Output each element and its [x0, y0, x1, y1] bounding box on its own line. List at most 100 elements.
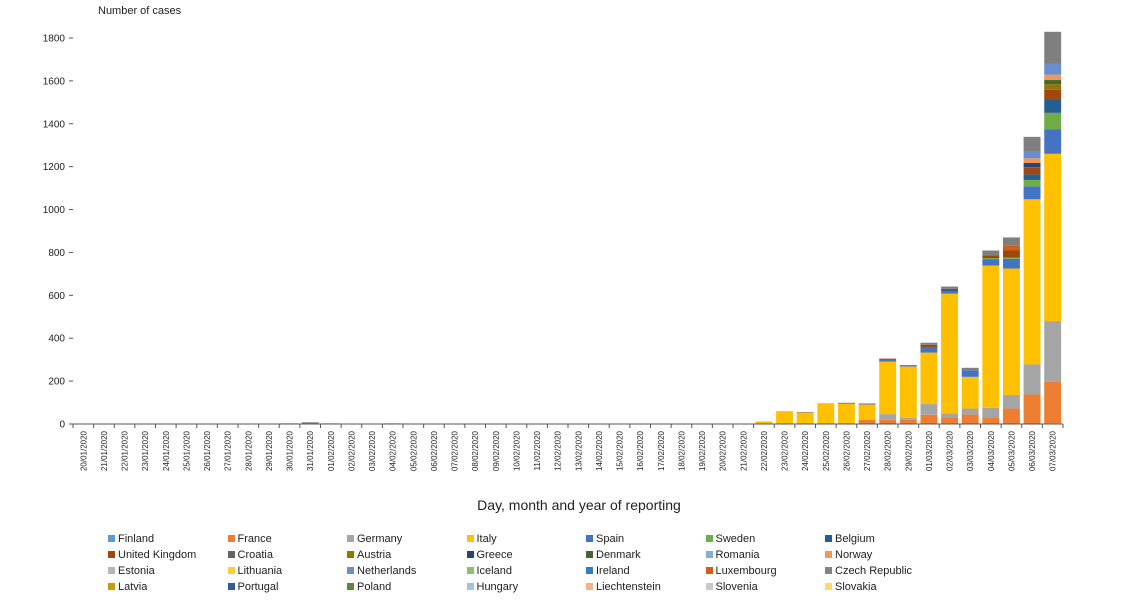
x-tick-label: 24/01/2020 [162, 430, 171, 471]
y-tick-label: 1000 [43, 205, 66, 216]
legend-label: Estonia [118, 564, 155, 577]
x-tick-label: 25/01/2020 [182, 430, 191, 471]
legend-item-denmark: Denmark [586, 547, 706, 562]
bar-segment-germany [941, 413, 959, 418]
legend-label: Germany [357, 532, 403, 545]
legend-swatch [586, 551, 593, 558]
legend-label: Luxembourg [715, 564, 777, 577]
bar-segment-united-kingdom [941, 288, 959, 290]
legend-swatch [825, 535, 832, 542]
stacked-bar-chart: Number of cases 0 200 400 600 800 1000 1200 140… [43, 5, 1064, 513]
x-tick-label: 03/02/2020 [368, 430, 377, 471]
bar-segment-united-kingdom [1023, 167, 1041, 175]
legend-swatch [347, 535, 354, 542]
bar-segment-germany [1002, 395, 1020, 409]
legend-item-poland: Poland [347, 579, 467, 594]
legend-swatch [347, 583, 354, 590]
bar-segment-norway [1044, 74, 1062, 81]
legend-item-finland: Finland [108, 531, 228, 546]
bar-segment-united-kingdom [1002, 250, 1020, 258]
bar-segment-italy [858, 404, 876, 420]
bar-segment-germany [920, 404, 938, 415]
bar-segment-germany [879, 414, 897, 420]
legend-swatch [705, 551, 713, 558]
bar-segment-france [920, 414, 938, 424]
bar-segment-germany [961, 408, 979, 415]
bar-segment-france [961, 414, 979, 424]
legend-item-croatia: Croatia [227, 547, 348, 562]
legend-label: Ireland [596, 564, 630, 577]
x-tick-label: 25/02/2020 [822, 430, 831, 471]
bar-segment-other [920, 342, 938, 345]
bar-segment-other [982, 250, 1000, 256]
bar-segment-italy [776, 411, 794, 424]
bar-segment-italy [1023, 199, 1041, 365]
legend-swatch [108, 567, 115, 574]
x-tick-label: 22/02/2020 [760, 430, 769, 471]
legend-label: Italy [476, 532, 497, 545]
legend-item-latvia: Latvia [108, 579, 228, 594]
legend-label: Iceland [476, 564, 512, 577]
x-tick-label: 10/02/2020 [512, 430, 521, 471]
bar-segment-france [941, 417, 959, 424]
bar-segment-italy [920, 352, 938, 405]
bar-segment-italy [1002, 268, 1020, 396]
bar-segment-other [301, 422, 319, 424]
bar-segment-other [837, 402, 855, 404]
bar-segment-netherlands [1044, 63, 1062, 75]
bar-segment-italy [982, 265, 1000, 408]
bar-segment-greece [1023, 163, 1041, 168]
x-tick-label: 17/02/2020 [657, 430, 666, 471]
x-tick-label: 13/02/2020 [574, 430, 583, 471]
y-tick-label: 400 [48, 334, 65, 345]
legend-item-greece: Greece [466, 547, 587, 562]
legend-label: Liechtenstein [596, 580, 661, 593]
legend-swatch [466, 567, 474, 574]
bar-segment-france [899, 419, 917, 424]
bar-segment-italy [837, 403, 855, 424]
bar-segment-united-kingdom [879, 358, 897, 360]
bar-segment-germany [982, 407, 1000, 418]
bar-segment-united-kingdom [920, 344, 938, 348]
bar-segment-other [941, 286, 959, 289]
legend-item-hungary: Hungary [466, 579, 587, 594]
x-tick-label: 11/02/2020 [533, 430, 542, 470]
legend-item-slovenia: Slovenia [705, 579, 826, 594]
legend-label: Belgium [835, 532, 875, 545]
y-axis: 0 200 400 600 800 1000 1200 1400 1600 1800 [43, 34, 73, 431]
legend-item-estonia: Estonia [108, 563, 228, 578]
x-tick-label: 14/02/2020 [595, 430, 604, 471]
bar-segment-sweden [1023, 179, 1041, 187]
y-tick-label: 1600 [43, 76, 66, 87]
legend-item-lithuania: Lithuania [227, 563, 348, 578]
legend-swatch [108, 551, 115, 558]
x-tick-label: 20/02/2020 [719, 430, 728, 471]
x-tick-label: 28/02/2020 [884, 430, 893, 471]
legend-item-iceland: Iceland [466, 563, 587, 578]
bar-segment-netherlands [1023, 151, 1041, 159]
bar-segment-croatia [1023, 167, 1041, 168]
legend-item-united-kingdom: United Kingdom [108, 547, 228, 562]
legend-swatch [347, 551, 354, 558]
bar-segment-denmark [1044, 80, 1062, 85]
y-tick-label: 200 [48, 377, 65, 388]
legend-swatch [705, 535, 713, 542]
bar-segment-spain [1002, 258, 1020, 269]
x-tick-label: 05/02/2020 [409, 430, 418, 471]
x-tick-label: 05/03/2020 [1007, 430, 1016, 471]
x-tick-label: 21/01/2020 [100, 430, 109, 471]
bar-segment-italy [961, 376, 979, 409]
x-axis: 20/01/2020 21/01/2020 22/01/2020 23/01/2020… [72, 423, 1064, 471]
legend-item-spain: Spain [586, 531, 706, 546]
legend-swatch [227, 551, 235, 558]
legend-swatch [586, 583, 593, 590]
legend-swatch [825, 583, 832, 590]
bar-segment-united-kingdom [1044, 89, 1062, 100]
legend-swatch [586, 567, 593, 574]
bar-segment-austria [1044, 84, 1062, 90]
legend-label: Norway [835, 548, 873, 561]
bar-segment-germany [1023, 364, 1041, 395]
legend-swatch [466, 583, 474, 590]
x-tick-label: 01/03/2020 [925, 430, 934, 471]
bar-segment-italy [755, 421, 773, 424]
